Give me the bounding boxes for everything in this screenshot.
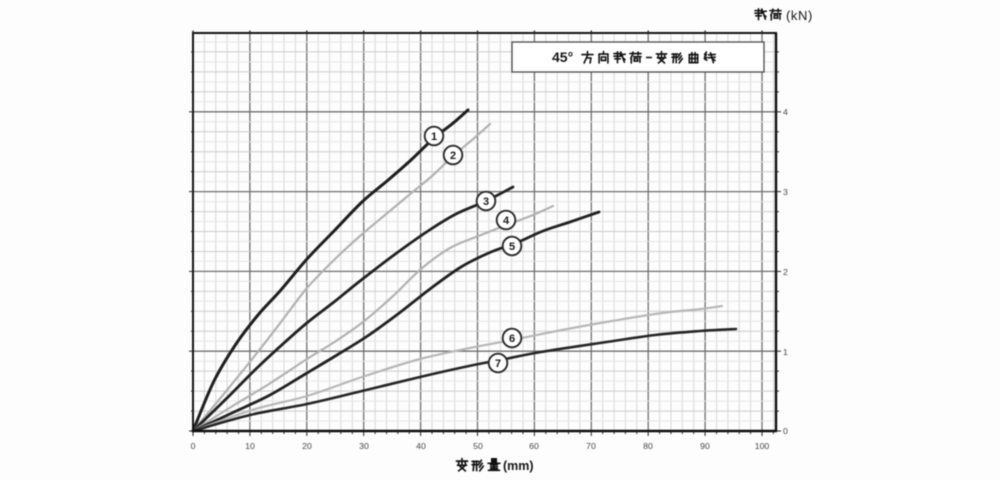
svg-text:2: 2 bbox=[783, 267, 788, 277]
svg-text:3: 3 bbox=[483, 196, 489, 208]
svg-text:30: 30 bbox=[359, 441, 369, 451]
svg-text:10: 10 bbox=[245, 441, 255, 451]
svg-text:45°: 45° bbox=[552, 49, 573, 65]
svg-text:50: 50 bbox=[473, 441, 483, 451]
svg-text:90: 90 bbox=[700, 441, 710, 451]
svg-text:20: 20 bbox=[302, 441, 312, 451]
svg-text:6: 6 bbox=[509, 333, 515, 345]
svg-text:(mm): (mm) bbox=[503, 459, 534, 473]
svg-text:0: 0 bbox=[783, 426, 788, 436]
svg-text:7: 7 bbox=[495, 358, 501, 370]
svg-text:1: 1 bbox=[783, 347, 788, 357]
svg-text:80: 80 bbox=[643, 441, 653, 451]
svg-text:4: 4 bbox=[503, 215, 510, 227]
svg-text:4: 4 bbox=[783, 107, 788, 117]
svg-text:3: 3 bbox=[783, 187, 788, 197]
svg-text:70: 70 bbox=[586, 441, 596, 451]
svg-text:60: 60 bbox=[529, 441, 539, 451]
svg-text:(kN): (kN) bbox=[786, 8, 813, 23]
svg-text:40: 40 bbox=[416, 441, 426, 451]
svg-text:2: 2 bbox=[450, 150, 456, 162]
svg-text:5: 5 bbox=[509, 241, 515, 253]
svg-text:100: 100 bbox=[755, 441, 770, 451]
svg-text:0: 0 bbox=[191, 441, 196, 451]
svg-text:1: 1 bbox=[431, 131, 437, 143]
